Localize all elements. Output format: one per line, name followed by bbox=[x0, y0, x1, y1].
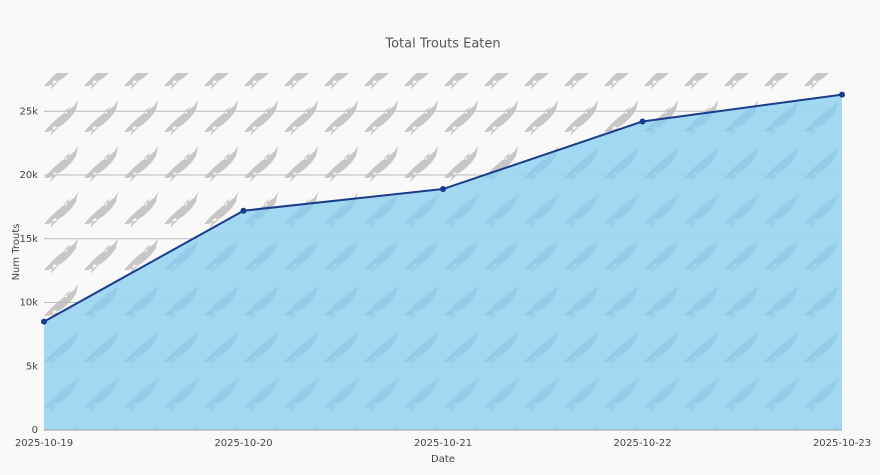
point bbox=[41, 318, 47, 325]
y-tick-label: 15k bbox=[19, 234, 38, 245]
x-tick-label: 2025-10-19 bbox=[15, 438, 73, 449]
y-axis-label: Num Trouts bbox=[11, 224, 22, 281]
x-tick-label: 2025-10-20 bbox=[214, 438, 272, 449]
point bbox=[639, 118, 646, 125]
point bbox=[440, 186, 446, 193]
y-tick-label: 5k bbox=[26, 361, 38, 372]
x-tick-label: 2025-10-23 bbox=[813, 438, 871, 449]
y-tick-label: 25k bbox=[19, 106, 38, 117]
y-tick-label: 10k bbox=[19, 298, 38, 309]
point bbox=[839, 91, 845, 98]
y-tick-label: 0 bbox=[32, 425, 38, 436]
area-pattern bbox=[44, 94, 842, 431]
x-tick-label: 2025-10-22 bbox=[613, 438, 671, 449]
y-tick-label: 20k bbox=[19, 170, 38, 181]
x-axis-label: Date bbox=[431, 454, 455, 465]
chart-title: Total Trouts Eaten bbox=[384, 37, 500, 52]
x-tick-label: 2025-10-21 bbox=[414, 438, 472, 449]
point bbox=[240, 207, 247, 214]
